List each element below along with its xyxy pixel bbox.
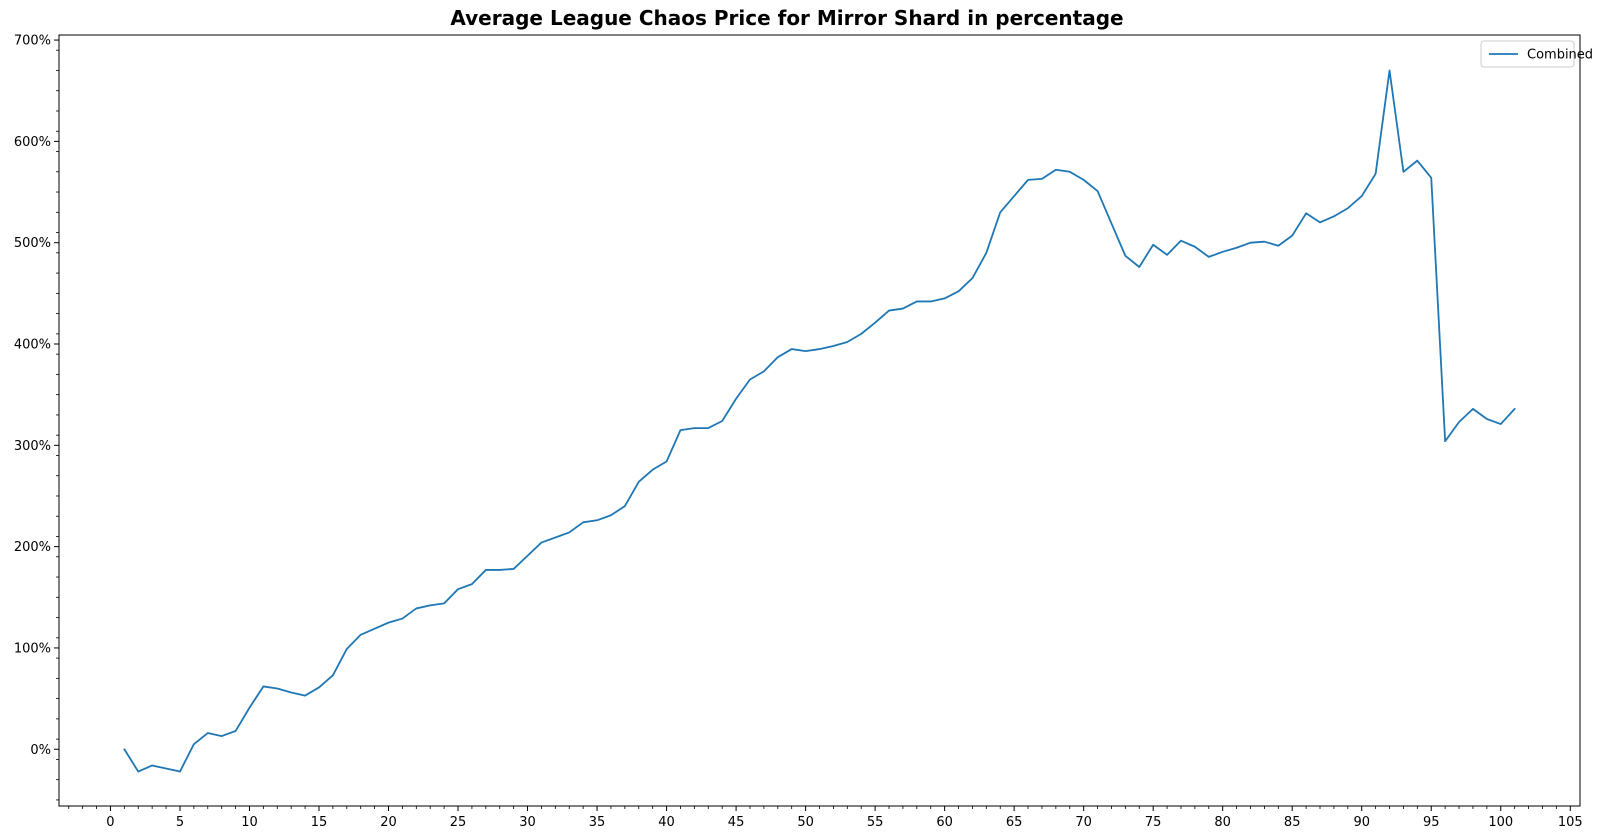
plot-area xyxy=(58,34,1581,807)
x-tick-label: 60 xyxy=(936,815,953,830)
x-tick-label: 65 xyxy=(1006,815,1023,830)
x-tick-label: 25 xyxy=(450,815,467,830)
x-tick-label: 20 xyxy=(380,815,397,830)
x-minor-ticks xyxy=(68,806,1557,809)
x-tick-label: 0 xyxy=(106,815,114,830)
y-tick-label: 200% xyxy=(14,540,51,555)
legend-box xyxy=(1480,40,1575,68)
x-tick-label: 5 xyxy=(176,815,184,830)
x-tick-label: 80 xyxy=(1214,815,1231,830)
x-tick-label: 10 xyxy=(241,815,258,830)
x-tick-label: 15 xyxy=(311,815,328,830)
legend-label-combined: Combined xyxy=(1527,48,1593,63)
x-tick-label: 75 xyxy=(1145,815,1162,830)
y-tick-label: 700% xyxy=(14,34,51,49)
x-tick-label: 35 xyxy=(589,815,606,830)
series-line-combined xyxy=(123,69,1516,773)
x-tick-label: 105 xyxy=(1558,815,1583,830)
x-tick-label: 45 xyxy=(728,815,745,830)
x-tick-label: 90 xyxy=(1353,815,1370,830)
x-tick-label: 30 xyxy=(519,815,536,830)
x-tick-label: 70 xyxy=(1075,815,1092,830)
y-tick-label: 400% xyxy=(14,338,51,353)
x-tick-label: 40 xyxy=(658,815,675,830)
y-axis: 0% 100% 200% 300% 400% 500% 600% 700% xyxy=(14,34,59,758)
legend: Combined xyxy=(1480,40,1593,68)
x-tick-label: 95 xyxy=(1423,815,1440,830)
chart-title: Average League Chaos Price for Mirror Sh… xyxy=(450,6,1123,30)
x-tick-label: 55 xyxy=(867,815,884,830)
x-tick-label: 100 xyxy=(1488,815,1513,830)
y-tick-label: 600% xyxy=(14,135,51,150)
y-tick-label: 100% xyxy=(14,641,51,656)
y-tick-label: 0% xyxy=(30,743,51,758)
x-tick-label: 50 xyxy=(797,815,814,830)
y-tick-label: 500% xyxy=(14,236,51,251)
x-axis: 0 5 10 15 20 25 30 35 40 45 50 55 60 65 70 75 80 85 90 95 10… xyxy=(106,806,1583,830)
y-tick-label: 300% xyxy=(14,439,51,454)
x-tick-label: 85 xyxy=(1284,815,1301,830)
series-layer xyxy=(123,69,1516,773)
y-minor-ticks xyxy=(56,49,59,801)
